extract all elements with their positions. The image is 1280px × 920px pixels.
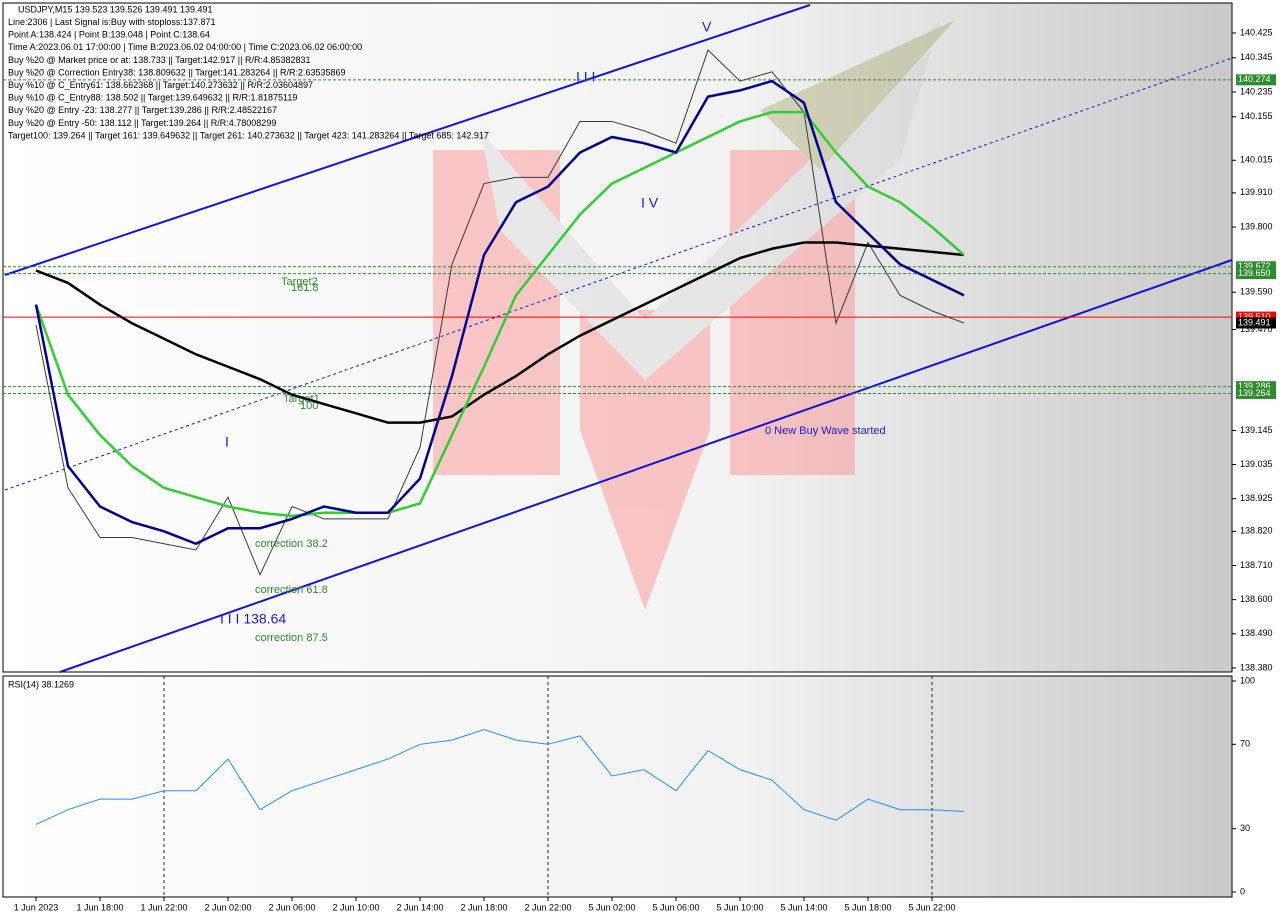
annotation: correction 87.5	[255, 632, 328, 644]
x-tick-label: 1 Jun 22:00	[140, 902, 187, 912]
y-tick-label: 140.235	[1240, 86, 1273, 96]
y-tick-label: 140.425	[1240, 27, 1273, 37]
info-line: Line:2306 | Last Signal is:Buy with stop…	[8, 17, 215, 27]
x-tick-label: 2 Jun 02:00	[204, 902, 251, 912]
rsi-title: RSI(14) 38.1269	[8, 679, 74, 689]
y-tick-label: 138.380	[1240, 662, 1273, 672]
rsi-panel	[2, 675, 1233, 898]
level-label: 139.672	[1238, 261, 1271, 271]
y-tick-label: 140.155	[1240, 111, 1273, 121]
y-tick-label: 139.035	[1240, 459, 1273, 469]
level-tag	[1236, 387, 1276, 399]
level-tag	[1236, 311, 1276, 323]
x-tick-label: 2 Jun 06:00	[268, 902, 315, 912]
series-line	[35, 729, 965, 825]
series-line	[35, 49, 965, 577]
level-tag	[1236, 381, 1276, 393]
x-tick-label: 5 Jun 22:00	[908, 902, 955, 912]
annotation: I I I	[576, 69, 595, 85]
y-tick-label: 138.490	[1240, 628, 1273, 638]
info-line: Buy %20 @ Market price or at: 138.733 ||…	[8, 55, 311, 65]
x-tick-label: 5 Jun 06:00	[652, 902, 699, 912]
level-label: 140.274	[1238, 74, 1271, 84]
info-line: Buy %10 @ C_Entry61: 138.662368 || Targe…	[8, 80, 313, 90]
info-line: Buy %20 @ Entry -50: 138.112 || Target:1…	[8, 118, 276, 128]
y-tick-label: 30	[1240, 823, 1250, 833]
level-label: 139.286	[1238, 381, 1271, 391]
annotation: correction 61.8	[255, 584, 328, 596]
chart-title: USDJPY,M15 139.523 139.526 139.491 139.4…	[18, 4, 213, 14]
y-tick-label: 138.820	[1240, 526, 1273, 536]
x-tick-label: 2 Jun 22:00	[524, 902, 571, 912]
annotation: I	[225, 434, 229, 450]
x-tick-label: 5 Jun 18:00	[844, 902, 891, 912]
y-tick-label: 139.470	[1240, 324, 1273, 334]
info-line: Buy %20 @ Entry -23: 138.277 || Target:1…	[8, 105, 277, 115]
level-label: 139.491	[1238, 317, 1271, 327]
level-tag	[1236, 74, 1276, 86]
y-tick-label: 140.015	[1240, 155, 1273, 165]
annotation: Target2	[281, 276, 318, 288]
annotation: correction 38.2	[255, 538, 328, 550]
annotation: 161.8	[291, 282, 319, 294]
x-tick-label: 1 Jun 18:00	[76, 902, 123, 912]
y-tick-label: 140.345	[1240, 52, 1273, 62]
x-tick-label: 2 Jun 10:00	[332, 902, 379, 912]
y-tick-label: 139.145	[1240, 425, 1273, 435]
level-tag	[1236, 261, 1276, 273]
x-tick-label: 5 Jun 14:00	[780, 902, 827, 912]
series-line	[35, 241, 965, 424]
annotation: I I I 138.64	[220, 611, 286, 627]
series-line	[34, 79, 965, 546]
y-tick-label: 139.800	[1240, 221, 1273, 231]
price-panel	[2, 2, 1233, 673]
annotation: I V	[641, 195, 659, 211]
level-tag	[1236, 317, 1276, 329]
info-line: Buy %10 @ C_Entry88: 138.502 || Target:1…	[8, 93, 297, 103]
y-tick-label: 138.925	[1240, 493, 1273, 503]
info-line: Time A:2023.06.01 17:00:00 | Time B:2023…	[8, 42, 362, 52]
level-tag	[1236, 268, 1276, 280]
level-label: 139.264	[1238, 388, 1271, 398]
x-tick-label: 5 Jun 10:00	[716, 902, 763, 912]
info-line: Target100: 139.264 || Target 161: 139.64…	[8, 130, 489, 140]
annotation: 0 New Buy Wave started	[765, 425, 886, 437]
y-tick-label: 138.710	[1240, 560, 1273, 570]
level-label: 139.650	[1238, 268, 1271, 278]
y-tick-label: 70	[1240, 739, 1250, 749]
y-tick-label: 100	[1240, 675, 1255, 685]
x-tick-label: 2 Jun 18:00	[460, 902, 507, 912]
y-tick-label: 0	[1240, 886, 1245, 896]
level-label: 139.510	[1238, 311, 1271, 321]
x-tick-label: 1 Jun 2023	[14, 902, 59, 912]
info-line: Point A:138.424 | Point B:139.048 | Poin…	[8, 30, 210, 40]
x-tick-label: 2 Jun 14:00	[396, 902, 443, 912]
y-tick-label: 139.910	[1240, 187, 1273, 197]
dashed-separators	[163, 676, 933, 897]
y-tick-label: 138.600	[1240, 594, 1273, 604]
y-tick-label: 139.590	[1240, 287, 1273, 297]
info-line: Buy %20 @ Correction Entry38: 138.809632…	[8, 67, 346, 77]
annotation: 100	[300, 400, 318, 412]
x-tick-label: 5 Jun 02:00	[588, 902, 635, 912]
annotation: V	[702, 19, 712, 35]
